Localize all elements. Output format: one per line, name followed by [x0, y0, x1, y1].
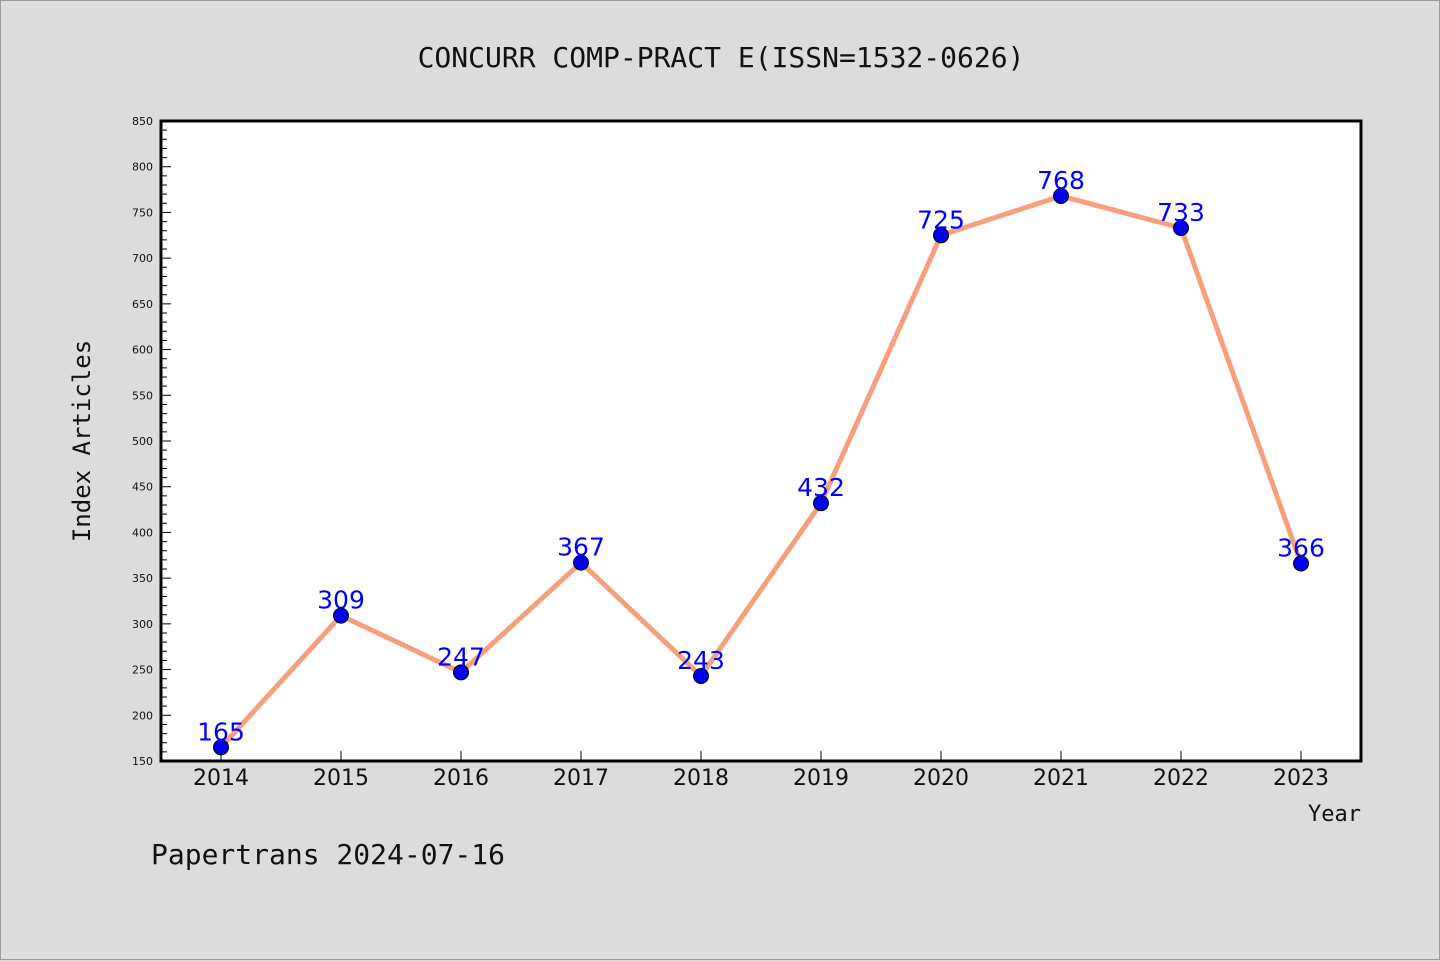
x-tick-label: 2014 [193, 766, 249, 791]
y-tick-label: 700 [132, 252, 153, 265]
data-point [1053, 187, 1069, 204]
y-tick-label: 150 [132, 755, 153, 768]
y-tick-label: 750 [132, 206, 153, 219]
x-tick-label: 2023 [1273, 766, 1329, 791]
data-point [573, 554, 589, 571]
data-label: 432 [797, 473, 845, 502]
data-point [453, 664, 469, 681]
x-tick-label: 2018 [673, 766, 729, 791]
data-label: 247 [437, 642, 485, 671]
y-tick-label: 250 [132, 664, 153, 677]
data-label: 733 [1157, 198, 1205, 227]
y-axis-label: Index Articles [68, 340, 96, 542]
data-point [213, 739, 229, 756]
x-tick-label: 2022 [1153, 766, 1209, 791]
y-tick-label: 850 [132, 115, 153, 128]
y-tick-label: 500 [132, 435, 153, 448]
series-group: 165 309 247 367 243 432 725 768 733 366 [197, 166, 1325, 756]
data-point [1293, 555, 1309, 572]
data-label: 165 [197, 717, 245, 746]
x-axis: 2014 2015 2016 2017 2018 2019 2020 2021 2022 2023 [193, 751, 1329, 791]
data-label: 366 [1277, 534, 1325, 563]
data-label: 243 [677, 646, 725, 675]
data-label: 367 [557, 533, 605, 562]
y-tick-label: 300 [132, 618, 153, 631]
y-tick-label: 350 [132, 572, 153, 585]
x-tick-label: 2021 [1033, 766, 1089, 791]
data-point [933, 227, 949, 244]
footer-text: Papertrans 2024-07-16 [151, 838, 505, 871]
y-tick-label: 200 [132, 709, 153, 722]
y-tick-label: 450 [132, 481, 153, 494]
y-tick-label: 650 [132, 298, 153, 311]
data-label: 309 [317, 586, 365, 615]
y-tick-label: 400 [132, 526, 153, 539]
series-line [218, 193, 1304, 750]
y-tick-label: 800 [132, 161, 153, 174]
data-point [1173, 219, 1189, 236]
data-label: 725 [917, 205, 965, 234]
plot-area [159, 119, 1363, 763]
y-axis: 150 200 250 300 350 400 450 500 550 600 650 700 750 8… [132, 115, 171, 768]
x-tick-label: 2017 [553, 766, 609, 791]
data-point [693, 667, 709, 684]
x-tick-label: 2015 [313, 766, 369, 791]
data-point [333, 607, 349, 624]
x-tick-label: 2019 [793, 766, 849, 791]
y-tick-label: 550 [132, 389, 153, 402]
chart-title: CONCURR COMP-PRACT E(ISSN=1532-0626) [418, 41, 1025, 74]
data-label: 768 [1037, 166, 1085, 195]
x-tick-label: 2016 [433, 766, 489, 791]
y-tick-label: 600 [132, 344, 153, 357]
x-tick-label: 2020 [913, 766, 969, 791]
x-axis-label: Year [1308, 802, 1361, 827]
data-point [813, 495, 829, 512]
